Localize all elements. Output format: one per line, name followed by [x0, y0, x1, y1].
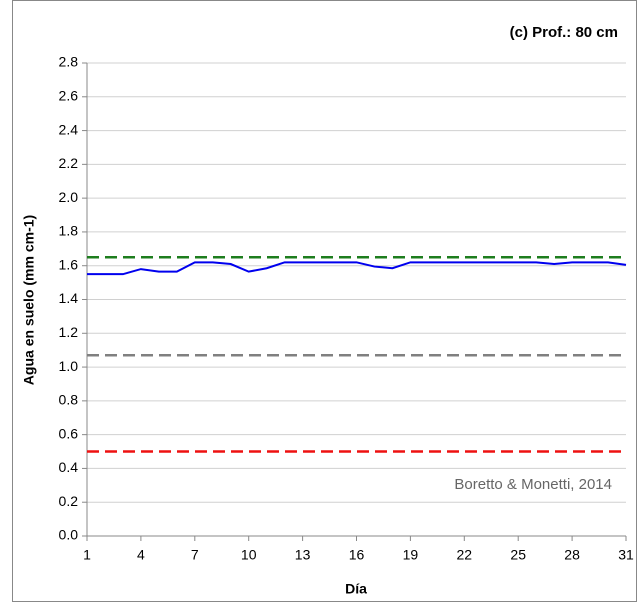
y-tick-label: 2.6	[59, 87, 79, 103]
y-tick-label: 0.0	[59, 527, 79, 543]
chart-title: (c) Prof.: 80 cm	[510, 24, 618, 41]
x-tick-label: 13	[295, 547, 311, 563]
x-tick-label: 16	[349, 547, 365, 563]
x-tick-label: 31	[618, 547, 634, 563]
x-tick-label: 25	[510, 547, 526, 563]
x-tick-label: 19	[403, 547, 419, 563]
y-tick-label: 2.8	[59, 54, 79, 70]
x-tick-label: 28	[564, 547, 580, 563]
x-tick-label: 22	[457, 547, 473, 563]
chart-frame	[12, 0, 637, 602]
y-tick-label: 2.2	[59, 155, 79, 171]
y-tick-label: 1.4	[59, 290, 79, 306]
x-tick-label: 1	[83, 547, 91, 563]
y-tick-label: 0.6	[59, 425, 79, 441]
y-tick-label: 1.2	[59, 324, 79, 340]
x-tick-label: 10	[241, 547, 257, 563]
y-tick-label: 0.8	[59, 392, 79, 408]
y-axis-label: Agua en suelo (mm cm-1)	[21, 215, 37, 385]
y-tick-label: 1.0	[59, 358, 79, 374]
x-axis-label: Día	[345, 581, 367, 597]
x-tick-label: 7	[191, 547, 199, 563]
data-line	[87, 261, 627, 276]
y-tick-label: 1.8	[59, 223, 79, 239]
y-tick-label: 2.4	[59, 121, 79, 137]
y-tick-label: 1.6	[59, 256, 79, 272]
y-tick-label: 0.4	[59, 459, 79, 475]
y-tick-label: 2.0	[59, 189, 79, 205]
y-tick-label: 0.2	[59, 493, 79, 509]
annotation: Boretto & Monetti, 2014	[454, 476, 612, 493]
x-tick-label: 4	[137, 547, 145, 563]
